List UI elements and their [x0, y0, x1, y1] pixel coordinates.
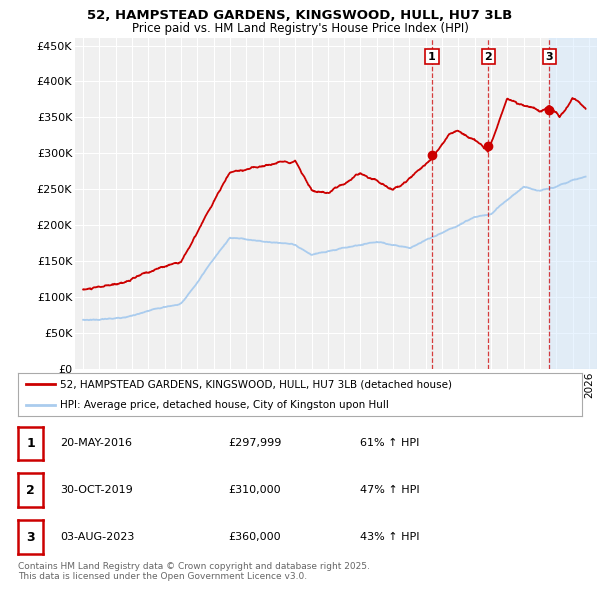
Text: 3: 3 [26, 530, 35, 543]
Text: £360,000: £360,000 [228, 532, 281, 542]
Text: 47% ↑ HPI: 47% ↑ HPI [360, 486, 419, 495]
Text: 2: 2 [484, 51, 492, 61]
Text: £310,000: £310,000 [228, 486, 281, 495]
Text: 2: 2 [26, 484, 35, 497]
Text: 52, HAMPSTEAD GARDENS, KINGSWOOD, HULL, HU7 3LB (detached house): 52, HAMPSTEAD GARDENS, KINGSWOOD, HULL, … [60, 379, 452, 389]
Text: 3: 3 [545, 51, 553, 61]
Text: 1: 1 [26, 437, 35, 450]
Text: Price paid vs. HM Land Registry's House Price Index (HPI): Price paid vs. HM Land Registry's House … [131, 22, 469, 35]
Text: 43% ↑ HPI: 43% ↑ HPI [360, 532, 419, 542]
Text: 52, HAMPSTEAD GARDENS, KINGSWOOD, HULL, HU7 3LB: 52, HAMPSTEAD GARDENS, KINGSWOOD, HULL, … [88, 9, 512, 22]
Text: 1: 1 [428, 51, 436, 61]
Bar [550, 38, 597, 369]
Text: 03-AUG-2023: 03-AUG-2023 [60, 532, 134, 542]
Text: 30-OCT-2019: 30-OCT-2019 [60, 486, 133, 495]
Text: 61% ↑ HPI: 61% ↑ HPI [360, 438, 419, 448]
Text: 20-MAY-2016: 20-MAY-2016 [60, 438, 132, 448]
Text: HPI: Average price, detached house, City of Kingston upon Hull: HPI: Average price, detached house, City… [60, 400, 389, 409]
Text: £297,999: £297,999 [228, 438, 281, 448]
Text: Contains HM Land Registry data © Crown copyright and database right 2025.
This d: Contains HM Land Registry data © Crown c… [18, 562, 370, 581]
